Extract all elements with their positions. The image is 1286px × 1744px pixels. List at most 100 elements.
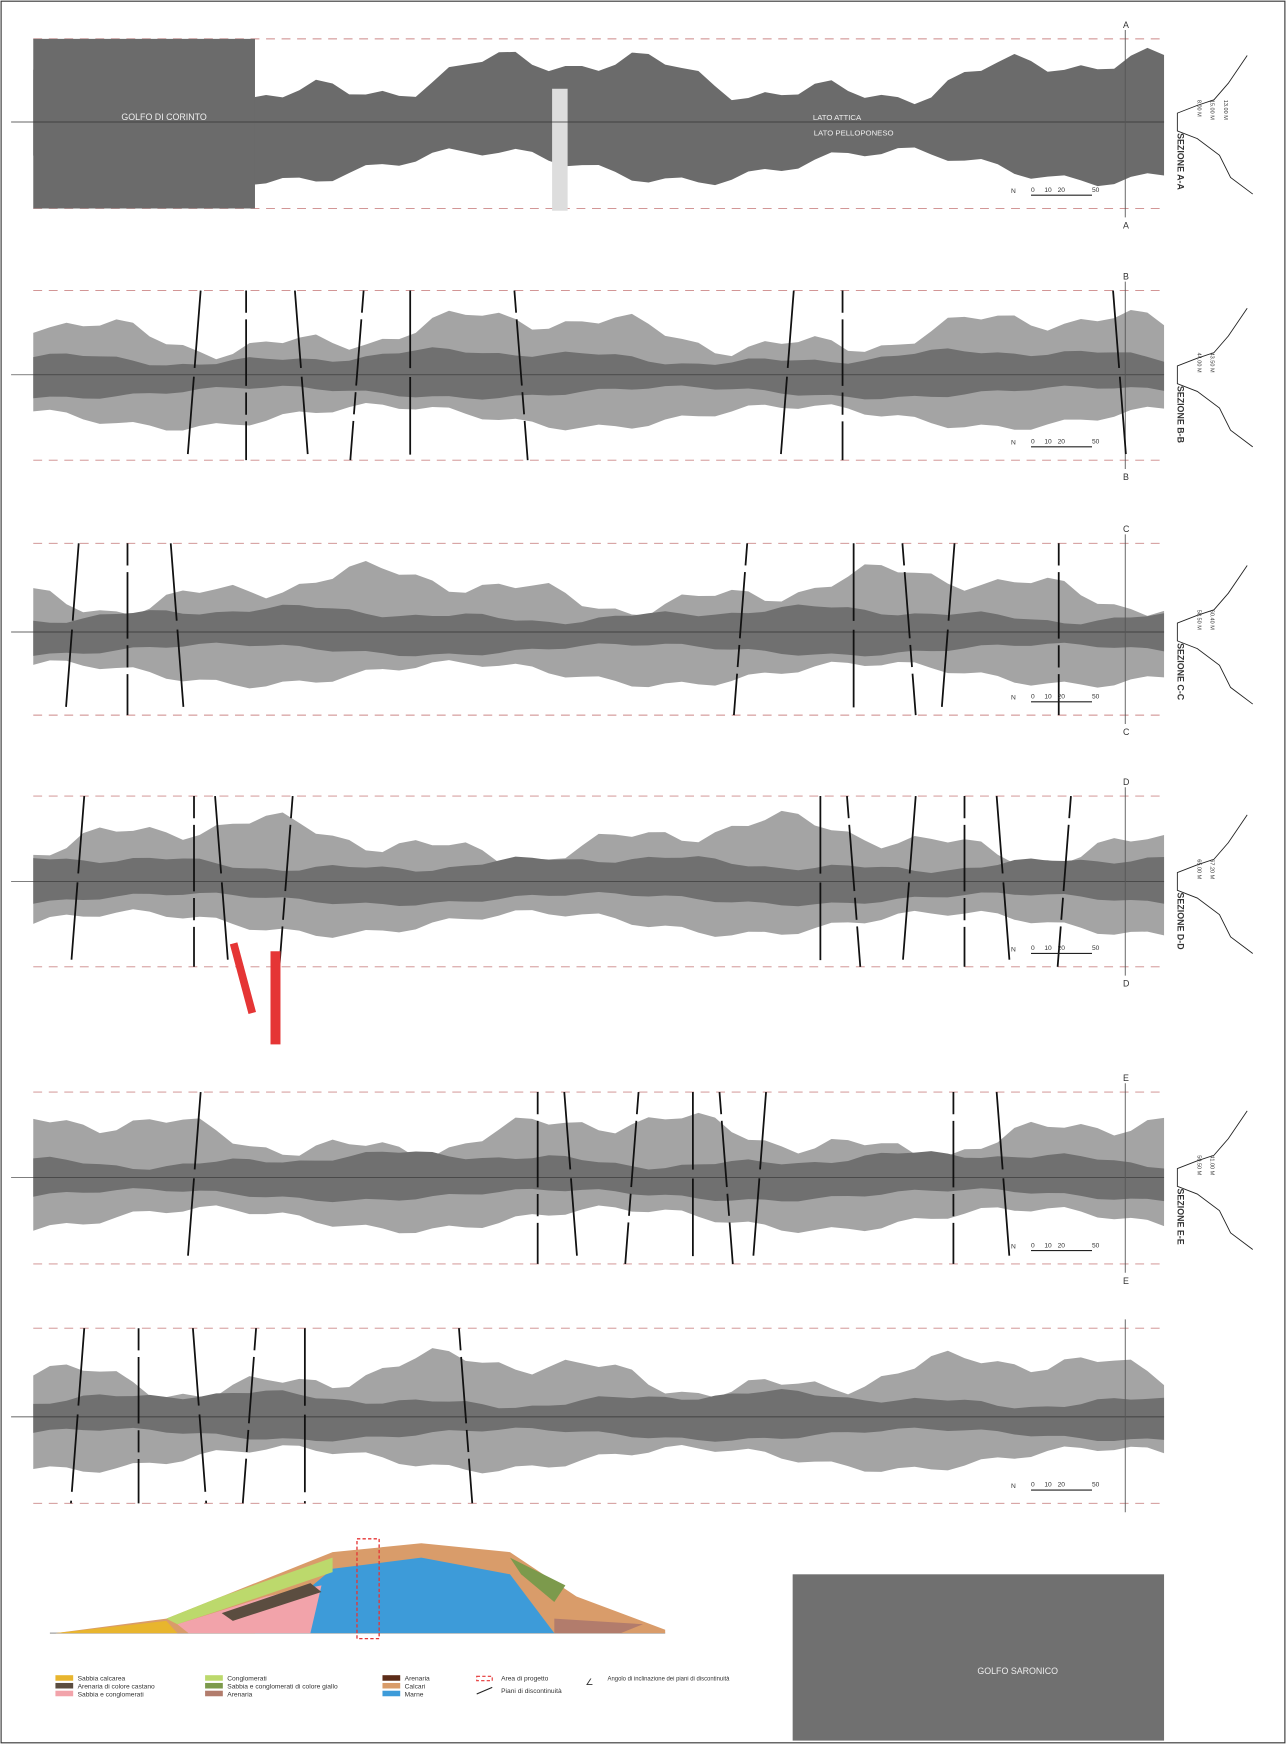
scale-label: 50 xyxy=(1092,187,1100,194)
legend-swatch xyxy=(205,1675,223,1681)
scale-label: 10 xyxy=(1044,187,1052,194)
legend-swatch xyxy=(205,1690,223,1697)
geo-layer xyxy=(509,1557,566,1603)
legend-label: Arenaria di colore castano xyxy=(78,1683,155,1690)
discontinuity xyxy=(186,1091,202,1264)
scale-label: 0 xyxy=(1031,187,1035,194)
section-letter: C xyxy=(1123,727,1130,737)
geo-layer xyxy=(166,1557,333,1625)
discontinuity xyxy=(513,290,529,461)
north-sign: N xyxy=(1011,188,1016,195)
scale-label: 0 xyxy=(1031,945,1035,952)
north-sign: N xyxy=(1011,1243,1016,1250)
discontinuity xyxy=(901,543,917,716)
dimension: 58.50 M xyxy=(1195,610,1201,630)
scale-label: 10 xyxy=(1044,439,1052,446)
place-label: LATO PELLOPONESO xyxy=(814,128,894,137)
section-letter: E xyxy=(1123,1276,1129,1286)
geo-layer xyxy=(254,1557,555,1634)
scale-label: 10 xyxy=(1044,945,1052,952)
dimension: 50.50 M xyxy=(1195,1155,1201,1175)
discontinuity xyxy=(995,1091,1011,1264)
project-area xyxy=(356,1538,380,1640)
scale-label: 50 xyxy=(1092,945,1100,952)
legend-label: Calcari xyxy=(405,1683,426,1690)
profile xyxy=(1176,565,1254,705)
legend-label: Sabbia e conglomerati xyxy=(78,1691,145,1698)
north-sign: N xyxy=(1011,440,1016,447)
dimension: 44.00 M xyxy=(1195,353,1201,373)
discontinuity xyxy=(1112,290,1128,461)
sea-mass xyxy=(33,47,1165,187)
section-letter: A xyxy=(1123,220,1129,230)
geo-layer xyxy=(55,1620,178,1634)
discontinuity xyxy=(186,290,202,461)
scale-label: 20 xyxy=(1058,1482,1066,1489)
north-sign: N xyxy=(1011,1483,1016,1490)
section-label: SEZIONE C-C xyxy=(1175,643,1185,701)
bridge xyxy=(552,88,568,211)
scale-label: 20 xyxy=(1058,694,1066,701)
legend-swatch xyxy=(55,1690,74,1697)
section-letter: D xyxy=(1123,777,1129,787)
red-mark xyxy=(270,951,281,1045)
profile xyxy=(1176,55,1254,195)
discontinuity xyxy=(1056,795,1072,967)
discontinuity xyxy=(846,795,862,967)
legend-swatch xyxy=(382,1682,401,1689)
dark-band xyxy=(33,1151,1165,1203)
scale-label: 10 xyxy=(1044,1482,1052,1489)
dimension: 43.50 M xyxy=(1209,353,1215,373)
section-letter: C xyxy=(1123,524,1130,534)
section-label: SEZIONE D-D xyxy=(1175,893,1185,951)
legend-label: Sabbia calcarea xyxy=(78,1676,126,1683)
legend-swatch xyxy=(382,1690,401,1697)
discontinuity xyxy=(733,543,749,716)
discontinuity xyxy=(70,1328,86,1504)
legend-swatch xyxy=(382,1675,401,1681)
profile xyxy=(1176,814,1254,954)
sea-block xyxy=(792,1574,1165,1741)
place-label: LATO ATTICA xyxy=(813,113,862,122)
dimension: 60.40 M xyxy=(1209,610,1215,630)
dimension: 15.00 M xyxy=(1209,100,1215,120)
section-letter: E xyxy=(1123,1073,1129,1083)
discontinuity xyxy=(458,1328,474,1504)
scale-label: 0 xyxy=(1031,1482,1035,1489)
north-sign: N xyxy=(1011,695,1016,702)
discontinuity xyxy=(940,543,956,716)
geo-layer xyxy=(221,1583,322,1621)
legend-label: Arenaria xyxy=(227,1691,252,1698)
discontinuity xyxy=(563,1091,579,1264)
section-letter: B xyxy=(1123,472,1129,482)
dimension: 67.20 M xyxy=(1209,859,1215,879)
section-label: SEZIONE E-E xyxy=(1175,1189,1185,1245)
discontinuity xyxy=(169,543,185,716)
discontinuity xyxy=(779,290,795,461)
place-label: GOLFO DI CORINTO xyxy=(121,112,207,122)
legend-label: Sabbia e conglomerati di colore giallo xyxy=(227,1683,338,1690)
scale-label: 50 xyxy=(1092,694,1100,701)
scale-label: 20 xyxy=(1058,187,1066,194)
legend-label: Angolo di inclinazione dei piani di disc… xyxy=(608,1676,730,1683)
discontinuity xyxy=(294,290,310,461)
scale-label: 0 xyxy=(1031,1242,1035,1249)
discontinuity xyxy=(64,543,80,716)
geo-layer xyxy=(554,1618,643,1634)
section-letter: D xyxy=(1123,979,1129,989)
scale-label: 50 xyxy=(1092,1482,1100,1489)
discontinuity xyxy=(718,1091,734,1264)
discontinuity xyxy=(241,1328,257,1504)
scale-label: 10 xyxy=(1044,694,1052,701)
legend-symbol xyxy=(476,1686,493,1695)
scale-label: 50 xyxy=(1092,439,1100,446)
discontinuity xyxy=(901,795,917,967)
legend-label: Conglomerati xyxy=(227,1676,267,1683)
place-label: GOLFO SARONICO xyxy=(977,1666,1058,1676)
profile xyxy=(1176,1110,1254,1250)
scale-label: 50 xyxy=(1092,1242,1100,1249)
legend-symbol xyxy=(476,1675,493,1682)
profile xyxy=(1176,308,1254,448)
dark-band xyxy=(33,1388,1165,1442)
